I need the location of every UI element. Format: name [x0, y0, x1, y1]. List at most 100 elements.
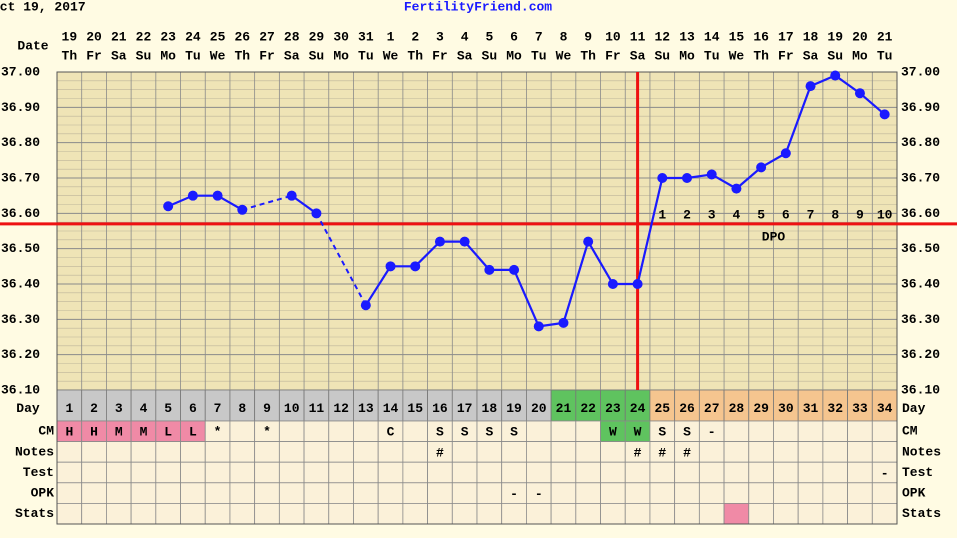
date-label-cell: 22	[136, 29, 152, 44]
row-cell	[155, 482, 181, 504]
date-label-cell: 2	[411, 29, 419, 44]
row-cell-text: S	[510, 425, 518, 440]
row-cell	[550, 461, 577, 484]
row-cell	[451, 441, 478, 463]
weekday-label: Su	[136, 48, 152, 63]
row-cell-text: H	[90, 425, 98, 440]
day-row-label: Day	[16, 401, 40, 416]
row-cell	[278, 502, 305, 525]
weekday-label: Tu	[358, 48, 374, 63]
row-cell	[56, 502, 83, 525]
date-label-cell: 11	[630, 29, 646, 44]
row-cell	[353, 441, 379, 463]
weekday-label: Su	[482, 48, 498, 63]
y-tick-label-right: 36.70	[901, 170, 940, 185]
y-tick-label: 36.90	[1, 100, 40, 115]
weekday-label: Tu	[185, 48, 201, 63]
row-cell-text: #	[683, 445, 691, 460]
row-cell	[427, 502, 453, 525]
temperature-point	[410, 261, 421, 272]
weekday-label: Sa	[111, 48, 127, 63]
row-cell-text: L	[164, 425, 172, 440]
row-cell	[698, 482, 725, 504]
day-number: 12	[333, 401, 349, 416]
row-cell-text: -	[708, 425, 716, 440]
y-tick-label: 36.10	[1, 382, 40, 397]
weekday-label: Mo	[333, 48, 349, 63]
row-cell	[797, 502, 824, 525]
y-tick-label-right: 36.80	[901, 135, 940, 150]
temperature-point	[509, 264, 520, 275]
temperature-point	[805, 81, 816, 92]
row-cell	[748, 441, 774, 463]
row-cell	[81, 482, 107, 504]
row-cell	[402, 502, 428, 525]
temperature-point	[385, 261, 396, 272]
date-label-cell: 29	[309, 29, 325, 44]
row-cell	[278, 482, 305, 504]
row-cell	[353, 420, 379, 443]
row-cell	[204, 502, 231, 525]
chart-date: Oct 19, 2017	[0, 0, 86, 14]
weekday-label: Fr	[605, 48, 621, 63]
date-label-cell: 31	[358, 29, 374, 44]
row-cell	[353, 482, 379, 504]
day-number: 18	[482, 401, 498, 416]
temperature-point	[682, 173, 692, 183]
row-cell	[575, 482, 601, 504]
day-cell	[254, 389, 280, 422]
row-cell	[847, 441, 873, 463]
row-cell	[723, 420, 750, 443]
temperature-point	[533, 321, 544, 332]
date-label-cell: 25	[210, 29, 226, 44]
weekday-label: Tu	[704, 48, 720, 63]
row-cell	[797, 461, 824, 484]
dpo-number: 10	[877, 207, 893, 222]
row-cell	[649, 482, 676, 504]
day-number: 28	[729, 401, 745, 416]
row-cell	[377, 482, 404, 504]
date-label-cell: 8	[560, 29, 568, 44]
weekday-label: Sa	[457, 48, 473, 63]
date-label-cell: 15	[729, 29, 745, 44]
day-number: 4	[140, 401, 148, 416]
temperature-point	[286, 190, 297, 201]
row-cell-text: -	[510, 487, 518, 502]
row-cell-text: S	[485, 425, 493, 440]
row-cell	[797, 441, 824, 463]
row-cell	[575, 502, 601, 525]
row-cell	[822, 482, 848, 504]
date-label-cell: 21	[111, 29, 127, 44]
date-label-cell: 30	[333, 29, 349, 44]
row-cell	[130, 441, 157, 463]
row-cell	[254, 502, 280, 525]
row-cell	[600, 502, 626, 525]
day-cell	[106, 389, 132, 422]
date-label-cell: 21	[877, 29, 893, 44]
row-label: Test	[23, 465, 54, 480]
row-label-right: CM	[902, 424, 918, 439]
day-number: 34	[877, 401, 893, 416]
row-cell-text: M	[115, 425, 123, 440]
row-cell	[229, 441, 256, 463]
y-tick-label-right: 36.60	[901, 206, 940, 221]
temperature-point	[854, 88, 865, 99]
row-cell	[773, 502, 799, 525]
row-cell-text: #	[634, 445, 642, 460]
row-cell	[501, 461, 527, 484]
row-cell	[56, 482, 83, 504]
row-cell	[649, 502, 676, 525]
weekday-label: Fr	[432, 48, 448, 63]
row-cell-text: *	[263, 425, 271, 440]
row-label-right: Notes	[902, 444, 941, 459]
day-row-label-right: Day	[902, 401, 926, 416]
dpo-number: 3	[708, 207, 716, 222]
row-label-right: Stats	[902, 506, 941, 521]
day-cell	[402, 389, 428, 422]
day-number: 2	[90, 401, 98, 416]
date-label-cell: 17	[778, 29, 794, 44]
day-number: 5	[164, 401, 172, 416]
row-cell	[229, 461, 256, 484]
dpo-number: 4	[733, 207, 741, 222]
row-cell	[56, 461, 83, 484]
